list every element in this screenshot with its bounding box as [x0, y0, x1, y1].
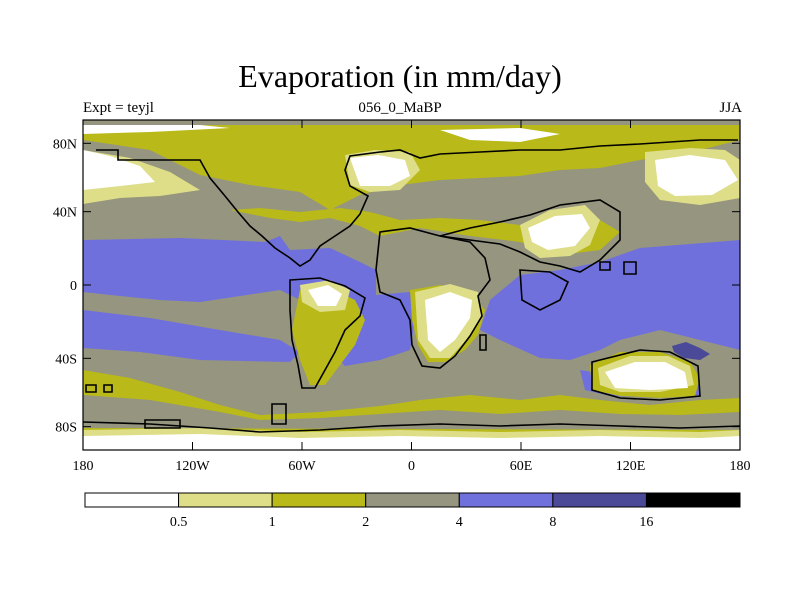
field-white-asia	[528, 214, 590, 250]
field-white-arctic-2	[83, 125, 230, 134]
lat-axis: 80N 40N 0 40S 80S	[53, 137, 740, 436]
field-white-siberia	[655, 155, 738, 196]
lon-tick-label: 120E	[616, 459, 646, 474]
field-white-samerica	[308, 285, 342, 306]
season-label: JJA	[719, 100, 742, 116]
field-white-australia	[605, 362, 688, 390]
colorbar-label: 2	[362, 515, 369, 530]
field-blue-south-pacific	[83, 310, 300, 362]
colorbar-swatch	[645, 492, 741, 508]
colorbar-label: 1	[269, 515, 276, 530]
lat-tick-label: 80S	[55, 421, 77, 436]
colorbar-label: 0.5	[170, 515, 188, 530]
lat-tick-label: 80N	[53, 137, 77, 152]
colorbar-swatch	[365, 492, 460, 508]
colorbar-label: 16	[639, 515, 653, 530]
colorbar-swatch	[271, 492, 367, 508]
colorbar-swatch	[84, 492, 180, 508]
lat-tick-label: 40S	[55, 352, 77, 367]
colorbar-swatch	[178, 492, 273, 508]
lon-axis: 180 120W 60W 0 60E 120E 180	[73, 120, 751, 474]
field-blue-indian-pacific	[480, 240, 740, 360]
colorbar-label: 4	[456, 515, 463, 530]
map-title: Evaporation (in mm/day)	[238, 58, 562, 94]
colorbar-swatch	[458, 492, 554, 508]
lat-tick-label: 0	[70, 279, 77, 294]
time-label: 056_0_MaBP	[358, 100, 442, 116]
colorbar-swatch	[552, 492, 647, 508]
lon-tick-label: 120W	[175, 459, 210, 474]
lon-tick-label: 60W	[288, 459, 316, 474]
field-white-africa	[425, 292, 472, 352]
experiment-label: Expt = teyjl	[83, 100, 154, 116]
lat-tick-label: 40N	[53, 206, 77, 221]
lon-tick-label: 0	[408, 459, 415, 474]
map-field	[83, 120, 740, 450]
colorbar: 0.5 1 2 4 8 16	[84, 492, 741, 530]
field-white-alaska	[83, 150, 155, 190]
field-darkblue-spot	[672, 342, 710, 360]
colorbar-label: 8	[549, 515, 556, 530]
field-white-europe	[350, 155, 410, 186]
lon-tick-label: 180	[730, 459, 751, 474]
field-gray-antarctic	[83, 395, 740, 430]
field-olive-south-america	[292, 288, 365, 385]
lon-tick-label: 180	[73, 459, 94, 474]
lon-tick-label: 60E	[510, 459, 533, 474]
coastlines	[83, 139, 740, 433]
field-white-arctic	[440, 128, 560, 142]
